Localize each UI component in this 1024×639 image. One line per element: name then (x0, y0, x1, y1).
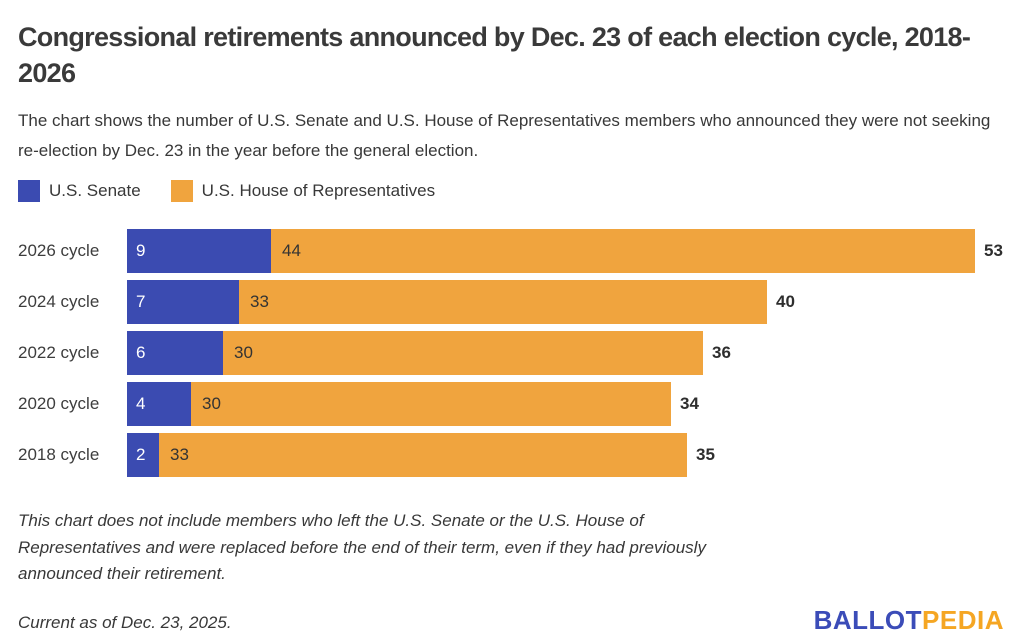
house-bar-segment: 30 (191, 382, 671, 427)
chart-bottom-row: Current as of Dec. 23, 2025. BALLOTPEDIA (18, 607, 1006, 633)
senate-value-label: 9 (136, 241, 146, 261)
category-label: 2022 cycle (18, 343, 100, 363)
bar-total-label: 36 (712, 343, 731, 363)
senate-value-label: 7 (136, 292, 146, 312)
ballotpedia-logo: BALLOTPEDIA (814, 607, 1004, 633)
senate-color-swatch (18, 180, 40, 203)
current-as-of: Current as of Dec. 23, 2025. (18, 613, 232, 633)
senate-bar-segment: 7 (127, 280, 239, 325)
house-value-label: 44 (282, 241, 301, 261)
house-bar-segment: 33 (239, 280, 767, 325)
chart-footnote: This chart does not include members who … (18, 511, 706, 583)
legend-label-house: U.S. House of Representatives (201, 181, 436, 201)
stacked-bar: 6 30 36 (127, 331, 731, 376)
stacked-bar: 7 33 40 (127, 280, 795, 325)
senate-value-label: 4 (136, 394, 146, 414)
chart-legend: U.S. Senate U.S. House of Representative… (18, 179, 1006, 203)
chart-row: 2026 cycle 9 44 53 (18, 229, 1006, 274)
category-label: 2024 cycle (18, 292, 100, 312)
senate-bar-segment: 6 (127, 331, 223, 376)
house-bar-segment: 30 (223, 331, 703, 376)
senate-value-label: 6 (136, 343, 146, 363)
chart-row: 2018 cycle 2 33 35 (18, 433, 1006, 478)
house-value-label: 33 (250, 292, 269, 312)
house-value-label: 30 (202, 394, 221, 414)
stacked-bar-chart: 2026 cycle 9 44 53 2024 cycle 7 33 40 2022 cycle… (18, 229, 1006, 478)
legend-item-house: U.S. House of Representatives (170, 180, 436, 203)
bar-total-label: 40 (776, 292, 795, 312)
senate-bar-segment: 2 (127, 433, 159, 478)
bar-total-label: 53 (984, 241, 1003, 261)
logo-ballot-text: BALLOT (813, 605, 923, 636)
chart-row: 2022 cycle 6 30 36 (18, 331, 1006, 376)
house-bar-segment: 44 (271, 229, 975, 274)
chart-title: Congressional retirements announced by D… (18, 22, 971, 88)
senate-bar-segment: 9 (127, 229, 271, 274)
bar-total-label: 34 (680, 394, 699, 414)
house-color-swatch (170, 180, 193, 203)
bar-total-label: 35 (696, 445, 715, 465)
category-label: 2018 cycle (18, 445, 100, 465)
legend-item-senate: U.S. Senate (18, 180, 141, 203)
category-label: 2026 cycle (18, 241, 100, 261)
stacked-bar: 9 44 53 (127, 229, 1003, 274)
stacked-bar: 4 30 34 (127, 382, 699, 427)
chart-subtitle: The chart shows the number of U.S. Senat… (18, 110, 991, 160)
senate-value-label: 2 (136, 445, 146, 465)
category-label: 2020 cycle (18, 394, 100, 414)
chart-row: 2020 cycle 4 30 34 (18, 382, 1006, 427)
logo-pedia-text: PEDIA (922, 605, 1004, 636)
senate-bar-segment: 4 (127, 382, 191, 427)
chart-row: 2024 cycle 7 33 40 (18, 280, 1006, 325)
house-bar-segment: 33 (159, 433, 687, 478)
legend-label-senate: U.S. Senate (49, 181, 141, 201)
house-value-label: 33 (170, 445, 189, 465)
house-value-label: 30 (234, 343, 253, 363)
stacked-bar: 2 33 35 (127, 433, 715, 478)
